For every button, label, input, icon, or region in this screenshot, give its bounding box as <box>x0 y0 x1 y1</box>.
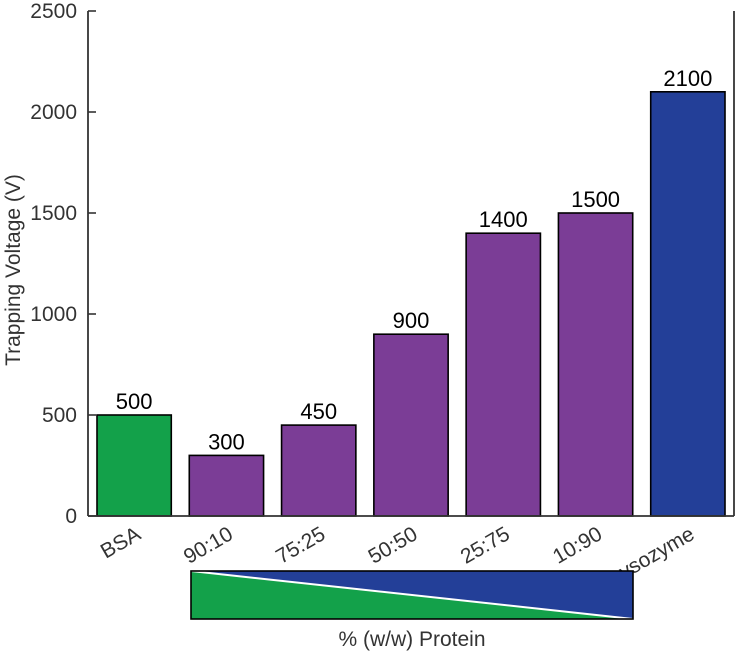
y-tick-label: 1500 <box>30 202 77 225</box>
bars <box>96 91 726 517</box>
data-label: 1500 <box>571 187 620 212</box>
bar-90-10 <box>188 454 265 517</box>
data-label: 2100 <box>663 66 712 91</box>
y-tick-label: 2500 <box>30 0 77 23</box>
y-tick-label: 500 <box>42 404 77 427</box>
x-tick-label: 50:50 <box>364 522 421 568</box>
bar-10-90 <box>557 212 634 517</box>
bar-50-50 <box>373 333 449 517</box>
bar-25-75 <box>465 232 542 517</box>
y-axis-title: Trapping Voltage (V) <box>2 174 25 366</box>
data-label: 450 <box>300 399 337 424</box>
data-label: 1400 <box>479 207 528 232</box>
data-label: 500 <box>116 389 153 414</box>
composition-gradient-key <box>190 570 634 620</box>
bar-75-25 <box>280 424 357 517</box>
y-tick-label: 0 <box>65 505 77 528</box>
data-labels: 500 300 450 900 1400 1500 2100 <box>116 66 713 455</box>
x-axis-title: % (w/w) Protein <box>338 628 485 651</box>
bar-bsa <box>96 414 173 517</box>
data-label: 300 <box>208 429 245 454</box>
x-tick-label: 25:75 <box>457 522 514 568</box>
x-tick-label: 90:10 <box>180 522 237 568</box>
data-label: 900 <box>393 308 430 333</box>
y-tick-label: 2000 <box>30 101 77 124</box>
composition-key-border <box>190 570 634 620</box>
x-tick-label: BSA <box>97 522 145 563</box>
bar-lysozyme <box>649 91 726 517</box>
x-tick-label: 10:90 <box>549 522 606 568</box>
y-tick-label: 1000 <box>30 303 77 326</box>
x-tick-label: 75:25 <box>272 522 329 568</box>
composition-diagonal <box>190 570 634 620</box>
